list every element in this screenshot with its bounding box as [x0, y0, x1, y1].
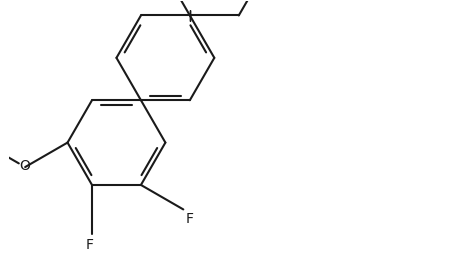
Text: F: F: [86, 238, 93, 252]
Text: F: F: [185, 212, 193, 226]
Text: O: O: [20, 159, 31, 173]
